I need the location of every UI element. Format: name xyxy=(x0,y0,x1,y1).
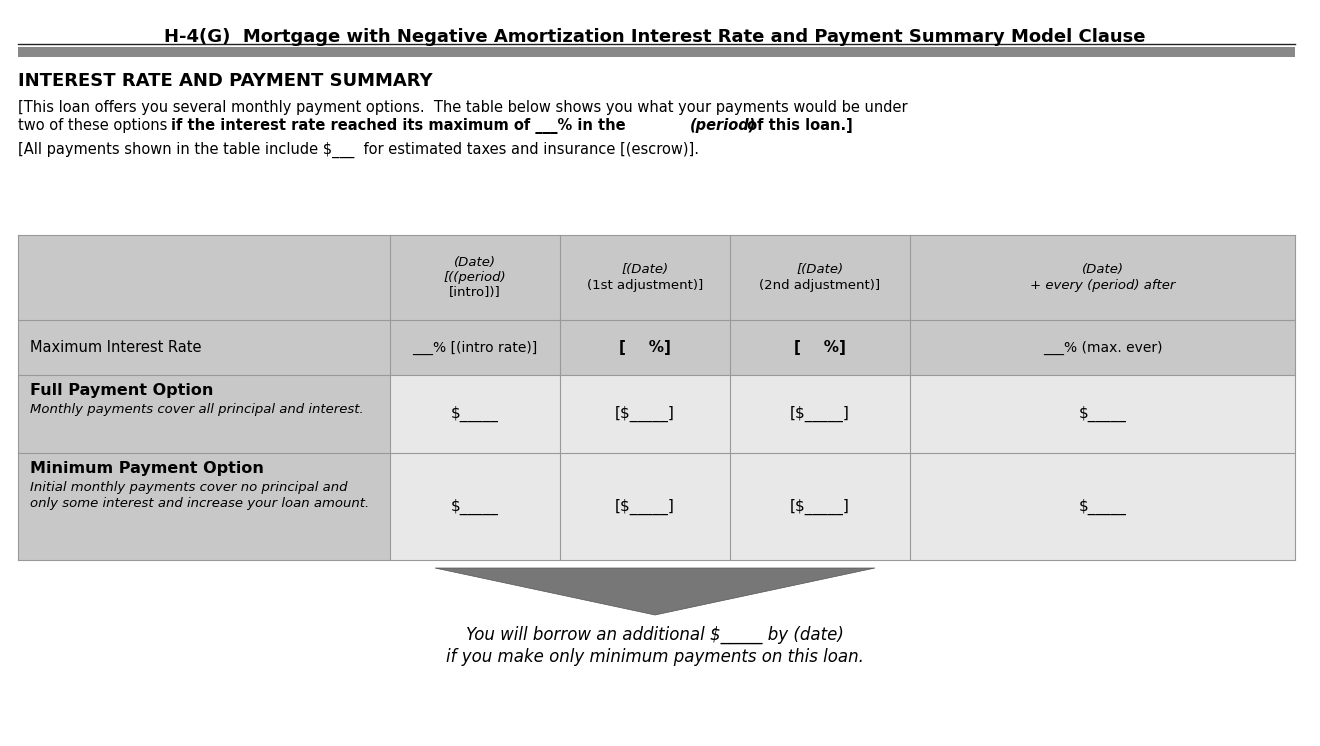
Text: + every (period) after: + every (period) after xyxy=(1030,278,1175,292)
Text: Initial monthly payments cover no principal and: Initial monthly payments cover no princi… xyxy=(30,480,347,494)
Text: if the interest rate reached its maximum of ___% in the: if the interest rate reached its maximum… xyxy=(172,118,631,134)
Text: Monthly payments cover all principal and interest.: Monthly payments cover all principal and… xyxy=(30,403,364,416)
Bar xyxy=(18,375,389,453)
Text: two of these options: two of these options xyxy=(18,118,172,133)
Bar xyxy=(18,47,1295,57)
Text: [(Date): [(Date) xyxy=(622,263,668,277)
Text: $_____: $_____ xyxy=(451,406,499,422)
Text: of this loan.]: of this loan.] xyxy=(742,118,853,133)
Text: [All payments shown in the table include $___  for estimated taxes and insurance: [All payments shown in the table include… xyxy=(18,142,700,158)
Text: [$_____]: [$_____] xyxy=(615,406,675,422)
Text: [$_____]: [$_____] xyxy=(615,498,675,515)
Text: You will borrow an additional $_____ by (date): You will borrow an additional $_____ by … xyxy=(466,626,843,644)
Text: [(Date): [(Date) xyxy=(796,263,843,277)
Text: [$_____]: [$_____] xyxy=(791,406,850,422)
Text: ___% [(intro rate)]: ___% [(intro rate)] xyxy=(412,340,537,354)
Text: [   %]: [ %] xyxy=(619,340,671,355)
Text: Minimum Payment Option: Minimum Payment Option xyxy=(30,462,264,477)
Text: [This loan offers you several monthly payment options.  The table below shows yo: [This loan offers you several monthly pa… xyxy=(18,100,908,115)
Text: (Date): (Date) xyxy=(454,256,496,269)
Text: $_____: $_____ xyxy=(451,498,499,515)
Text: [((period): [((period) xyxy=(444,271,507,284)
Text: ___% (max. ever): ___% (max. ever) xyxy=(1043,340,1162,354)
Text: only some interest and increase your loan amount.: only some interest and increase your loa… xyxy=(30,497,370,510)
Bar xyxy=(389,453,1295,560)
Bar xyxy=(18,320,1295,375)
Text: $_____: $_____ xyxy=(1078,406,1126,422)
Text: [$_____]: [$_____] xyxy=(791,498,850,515)
Bar xyxy=(18,453,389,560)
Text: $_____: $_____ xyxy=(1078,498,1126,515)
Text: (1st adjustment)]: (1st adjustment)] xyxy=(587,278,704,292)
Text: (Date): (Date) xyxy=(1081,263,1123,277)
Text: (period): (period) xyxy=(690,118,756,133)
Text: [intro])]: [intro])] xyxy=(449,286,500,299)
Polygon shape xyxy=(436,568,875,615)
Text: if you make only minimum payments on this loan.: if you make only minimum payments on thi… xyxy=(446,648,863,666)
Text: H-4(G)  Mortgage with Negative Amortization Interest Rate and Payment Summary Mo: H-4(G) Mortgage with Negative Amortizati… xyxy=(164,28,1146,46)
Text: Full Payment Option: Full Payment Option xyxy=(30,383,214,398)
Text: [   %]: [ %] xyxy=(795,340,846,355)
Text: (2nd adjustment)]: (2nd adjustment)] xyxy=(759,278,880,292)
Text: INTEREST RATE AND PAYMENT SUMMARY: INTEREST RATE AND PAYMENT SUMMARY xyxy=(18,72,433,90)
Bar xyxy=(18,235,1295,320)
Bar xyxy=(389,375,1295,453)
Text: Maximum Interest Rate: Maximum Interest Rate xyxy=(30,340,202,355)
